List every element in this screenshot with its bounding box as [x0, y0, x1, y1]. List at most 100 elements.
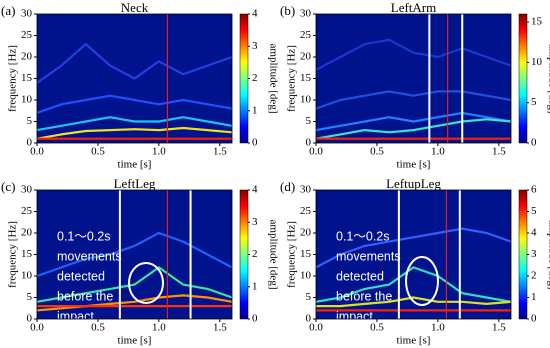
annotation-text: before the: [57, 289, 113, 303]
colorbar-tick-label: 0: [531, 137, 537, 149]
y-tick-label: 25: [300, 29, 312, 41]
spectral-ridge: [315, 266, 512, 303]
colorbar-tick-label: 2: [252, 72, 258, 84]
y-tick-label: 20: [21, 51, 33, 63]
x-tick-label: 1.0: [431, 146, 445, 158]
spectral-ridge: [316, 296, 512, 308]
annotation-text: 0.1～0.2s: [336, 229, 390, 243]
annotation-text: movements: [336, 249, 401, 263]
y-tick-label: 15: [300, 72, 312, 84]
y-tick-label: 30: [21, 184, 33, 196]
y-tick-label: 0: [306, 137, 312, 149]
y-tick-label: 25: [21, 205, 33, 217]
x-tick-label: 1.0: [152, 322, 166, 334]
colorbar-tick-label: 5: [531, 96, 537, 108]
colorbar: [239, 13, 249, 144]
spectral-ridge: [315, 90, 512, 110]
x-tick-label: 0.0: [30, 322, 44, 334]
panel-title: Neck: [121, 0, 149, 15]
colorbar-tick-label: 4: [531, 227, 537, 239]
colorbar-tick-label: 0: [252, 137, 258, 149]
y-tick-label: 10: [21, 94, 33, 106]
colorbar-tick-label: 3: [252, 40, 258, 52]
x-tick-label: 0.5: [370, 322, 384, 334]
colorbar-label: amplitude [deg]: [267, 44, 279, 114]
y-tick-label: 5: [27, 291, 33, 303]
colorbar-tick-label: 2: [252, 248, 258, 260]
x-tick-label: 0.5: [370, 146, 384, 158]
panel-title: LeftArm: [391, 0, 436, 15]
spectral-ridge: [36, 294, 233, 312]
highlight-ellipse: [405, 256, 439, 306]
spectral-ridge: [36, 231, 233, 278]
colorbar-tick-label: 3: [531, 248, 537, 260]
y-tick-label: 5: [306, 291, 312, 303]
y-tick-label: 30: [21, 8, 33, 20]
annotation-text: movements: [57, 249, 122, 263]
y-axis-label: frequency [Hz]: [286, 221, 298, 288]
colorbar-label: amplitude [deg]: [546, 220, 550, 290]
y-tick-label: 15: [21, 72, 33, 84]
colorbar-tick-label: 4: [252, 184, 258, 196]
x-tick-label: 0.0: [309, 146, 323, 158]
spectral-ridge: [36, 126, 233, 140]
y-tick-label: 25: [21, 29, 33, 41]
panel-label: (a): [1, 3, 15, 18]
y-tick-label: 0: [306, 313, 312, 325]
panel: (c) LeftLeg 0.1～0.2s movements detected befor…: [1, 176, 279, 347]
colorbar-tick-label: 10: [531, 56, 543, 68]
x-tick-label: 1.5: [492, 322, 506, 334]
annotation-text: impact: [57, 309, 94, 323]
colorbar-tick-label: 0: [252, 313, 258, 325]
annotation-text: before the: [336, 289, 392, 303]
colorbar-tick-label: 3: [252, 216, 258, 228]
colorbar-tick-label: 1: [531, 291, 537, 303]
annotation-text: detected: [336, 269, 384, 283]
y-tick-label: 15: [300, 248, 312, 260]
y-tick-label: 0: [27, 137, 33, 149]
spectral-ridge: [315, 227, 512, 269]
spectral-ridge: [315, 38, 512, 71]
y-tick-label: 20: [300, 227, 312, 239]
x-tick-label: 1.0: [431, 322, 445, 334]
y-tick-label: 10: [21, 270, 33, 282]
spectral-ridge: [315, 118, 512, 140]
annotation-text: detected: [57, 269, 105, 283]
colorbar-label: amplitude [deg]: [546, 44, 550, 114]
panel-label: (b): [280, 3, 295, 18]
colorbar-tick-label: 1: [252, 104, 258, 116]
x-axis-label: time [s]: [118, 335, 152, 347]
spectral-ridge: [36, 266, 233, 303]
colorbar-tick-label: 5: [531, 205, 537, 217]
y-tick-label: 30: [300, 8, 312, 20]
colorbar: [518, 13, 528, 144]
panel: (d) LeftupLeg 0.1～0.2s movements detected bef…: [280, 176, 550, 347]
panel-label: (d): [280, 179, 295, 194]
colorbar: [239, 189, 249, 320]
y-tick-label: 5: [306, 115, 312, 127]
colorbar-tick-label: 15: [531, 16, 543, 28]
colorbar-tick-label: 4: [252, 8, 258, 20]
x-axis-label: time [s]: [397, 335, 431, 347]
colorbar-tick-label: 0: [531, 313, 537, 325]
x-axis-label: time [s]: [397, 159, 431, 171]
x-axis-label: time [s]: [118, 159, 152, 171]
y-tick-label: 15: [21, 248, 33, 260]
colorbar-tick-label: 2: [531, 270, 537, 282]
y-tick-label: 10: [300, 270, 312, 282]
panel-label: (c): [1, 179, 15, 194]
spectral-ridge: [315, 111, 512, 132]
y-tick-label: 20: [21, 227, 33, 239]
y-tick-label: 25: [300, 205, 312, 217]
panel-title: LeftLeg: [114, 176, 156, 191]
y-axis-label: frequency [Hz]: [286, 45, 298, 112]
y-tick-label: 20: [300, 51, 312, 63]
y-tick-label: 5: [27, 115, 33, 127]
panel: (b) LeftArm 0.0 0.5 1.0 1.5 0 5 10 15 20 25 30 time […: [280, 0, 550, 171]
annotation-text: impact: [336, 309, 373, 323]
highlight-ellipse: [128, 262, 164, 304]
x-tick-label: 0.0: [309, 322, 323, 334]
y-tick-label: 10: [300, 94, 312, 106]
